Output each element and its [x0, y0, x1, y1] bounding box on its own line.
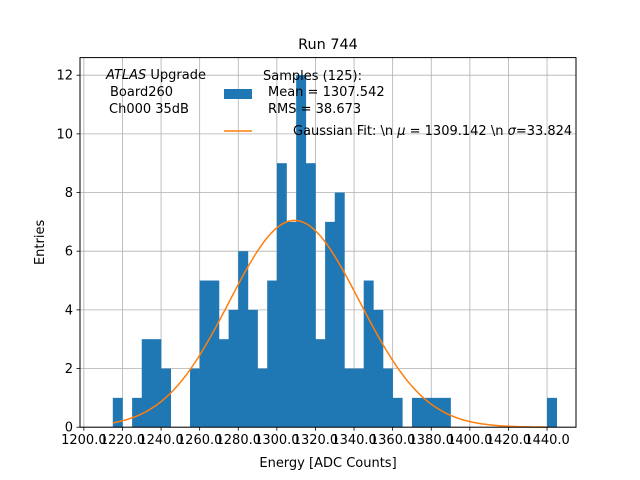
x-tick-label: 1380.0 [409, 433, 455, 448]
histogram-bar [286, 221, 297, 428]
histogram-bar [151, 339, 162, 428]
legend-samples: Samples (125): [263, 69, 362, 84]
histogram-bar [334, 192, 345, 428]
histogram-bar [305, 163, 316, 428]
x-tick-label: 1260.0 [177, 433, 223, 448]
x-tick-label: 1420.0 [486, 433, 532, 448]
x-tick-label: 1240.0 [138, 433, 184, 448]
x-tick-label: 1440.0 [524, 433, 570, 448]
y-axis-ticks: 0 2 4 6 8 10 12 [56, 69, 80, 436]
atlas-annotation: ATLAS Upgrade Board260 Ch000 35dB [105, 68, 206, 117]
histogram-bar [315, 339, 326, 428]
x-axis-ticks: 1200.01220.01240.01260.01280.01300.01320… [61, 427, 570, 448]
histogram-bar [141, 339, 152, 428]
histogram-bar [411, 397, 422, 428]
y-tick-label: 10 [56, 127, 73, 142]
legend-mean: Mean = 1307.542 [268, 85, 385, 100]
histogram-bar [199, 280, 210, 428]
x-tick-label: 1360.0 [370, 433, 416, 448]
x-tick-label: 1280.0 [216, 433, 262, 448]
histogram-bar [218, 339, 229, 428]
x-tick-label: 1400.0 [447, 433, 493, 448]
histogram-bar [421, 397, 432, 428]
histogram-bar [112, 397, 123, 428]
y-axis-label: Entries [33, 220, 48, 266]
annotation-line-3: Ch000 35dB [109, 102, 189, 117]
histogram-bar [190, 368, 200, 428]
legend-fit-label: Gaussian Fit: \n μ = 1309.142 \n σ=33.82… [264, 124, 593, 139]
histogram-bar [132, 397, 143, 428]
histogram-bar [228, 309, 239, 428]
histogram-bar [247, 309, 258, 428]
legend-fit-sigma-symbol: σ [508, 124, 517, 139]
y-tick-label: 12 [56, 69, 73, 84]
x-tick-label: 1200.0 [61, 433, 107, 448]
annotation-upgrade: Upgrade [146, 68, 206, 83]
histogram-bar [373, 309, 384, 428]
y-tick-label: 6 [65, 245, 73, 260]
annotation-line-1: ATLAS Upgrade [105, 68, 206, 83]
histogram-bar [383, 368, 393, 428]
y-tick-label: 2 [65, 362, 73, 377]
plot-frame [79, 57, 577, 428]
y-tick-label: 0 [65, 421, 73, 436]
legend-fit-mu-symbol: μ [396, 124, 405, 139]
gaussian-fit [112, 219, 548, 428]
legend-fit-prefix: Gaussian Fit: \n [293, 124, 397, 139]
gaussian-fit-curve [112, 219, 548, 428]
annotation-line-2: Board260 [110, 85, 173, 100]
histogram-bar [431, 397, 442, 428]
y-tick-label: 4 [65, 303, 73, 318]
x-tick-label: 1320.0 [293, 433, 339, 448]
histogram-bar [257, 368, 268, 428]
histogram-bar [363, 280, 374, 428]
x-tick-label: 1220.0 [100, 433, 146, 448]
legend-fit-sigma-value: =33.824 [516, 124, 572, 139]
histogram-bar [267, 280, 278, 428]
histogram-bar [276, 163, 287, 428]
histogram-bar [392, 397, 403, 428]
histogram-bar [209, 280, 220, 428]
histogram-bar [547, 397, 558, 428]
legend-rms: RMS = 38.673 [268, 102, 361, 117]
annotation-atlas: ATLAS [105, 68, 146, 83]
x-tick-label: 1340.0 [331, 433, 377, 448]
histogram-bar [325, 221, 336, 428]
histogram-bar [344, 368, 355, 428]
legend: Samples (125): Mean = 1307.542 RMS = 38.… [224, 69, 593, 139]
x-axis-label: Energy [ADC Counts] [259, 456, 396, 471]
chart-title: Run 744 [298, 37, 358, 53]
x-tick-label: 1300.0 [254, 433, 300, 448]
histogram-bar [354, 368, 365, 428]
legend-histogram-patch [224, 89, 252, 99]
histogram-bar [296, 75, 307, 428]
y-tick-label: 8 [65, 186, 73, 201]
histogram-bar [238, 251, 249, 428]
legend-fit-mu-value: = 1309.142 \n [406, 124, 508, 139]
